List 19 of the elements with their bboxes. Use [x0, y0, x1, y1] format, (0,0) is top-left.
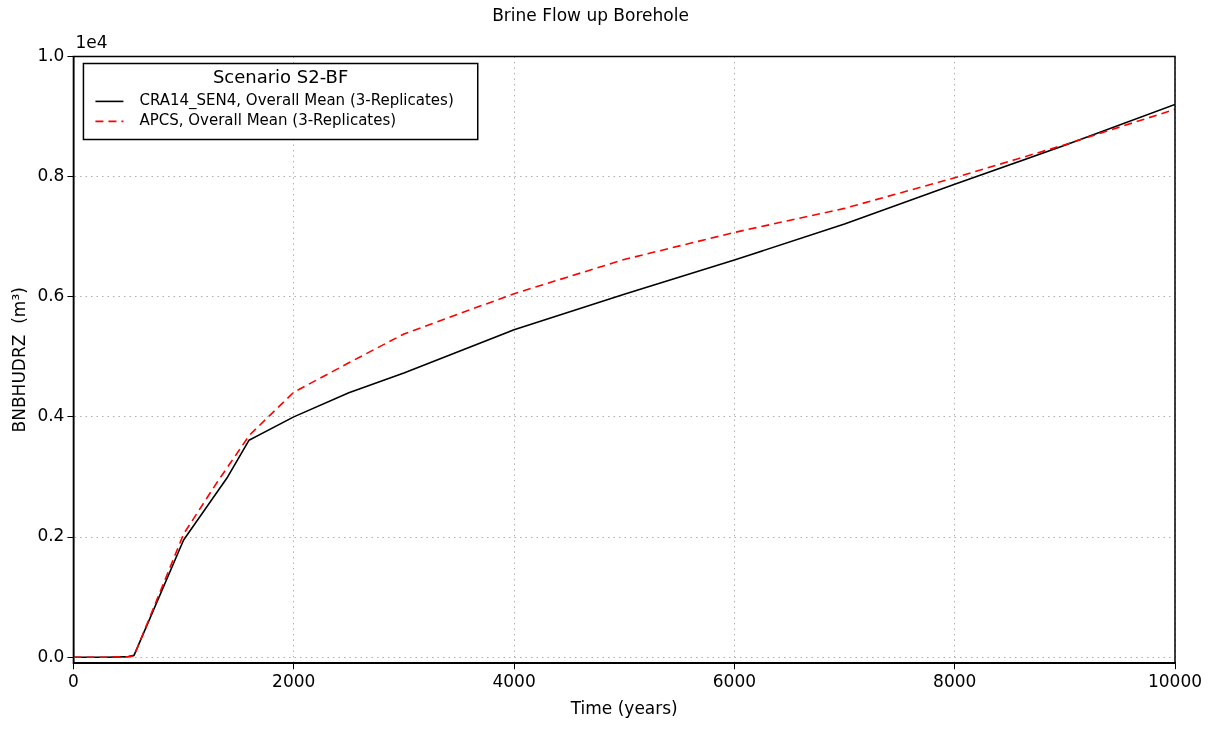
x-tick-label: 8000	[933, 670, 977, 691]
x-tick-label: 6000	[712, 670, 757, 691]
y-tick-label: 0.8	[37, 164, 65, 185]
text: 1e4	[75, 32, 108, 53]
x-tick-label: 4000	[492, 670, 536, 691]
y-tick-label: 0.0	[37, 645, 65, 666]
y-tick-label: 1.0	[37, 44, 65, 65]
y-axis-title: BNBHUDRZ (m³)	[8, 287, 29, 433]
y-tick-label: 0.4	[37, 405, 65, 426]
legend-label: APCS, Overall Mean (3-Replicates)	[139, 111, 397, 130]
x-tick-label: 0	[68, 670, 79, 691]
legend-label: CRA14_SEN4, Overall Mean (3-Replicates)	[139, 91, 454, 111]
x-axis-title: Time (years)	[569, 698, 678, 719]
y-tick-label: 0.2	[37, 525, 65, 546]
legend-title: Scenario S2-BF	[212, 66, 349, 88]
x-tick-label: 2000	[272, 670, 316, 691]
chart-title: Brine Flow up Borehole	[492, 4, 689, 25]
y-tick-label: 0.6	[37, 285, 65, 306]
x-tick-label: 10000	[1147, 670, 1203, 691]
